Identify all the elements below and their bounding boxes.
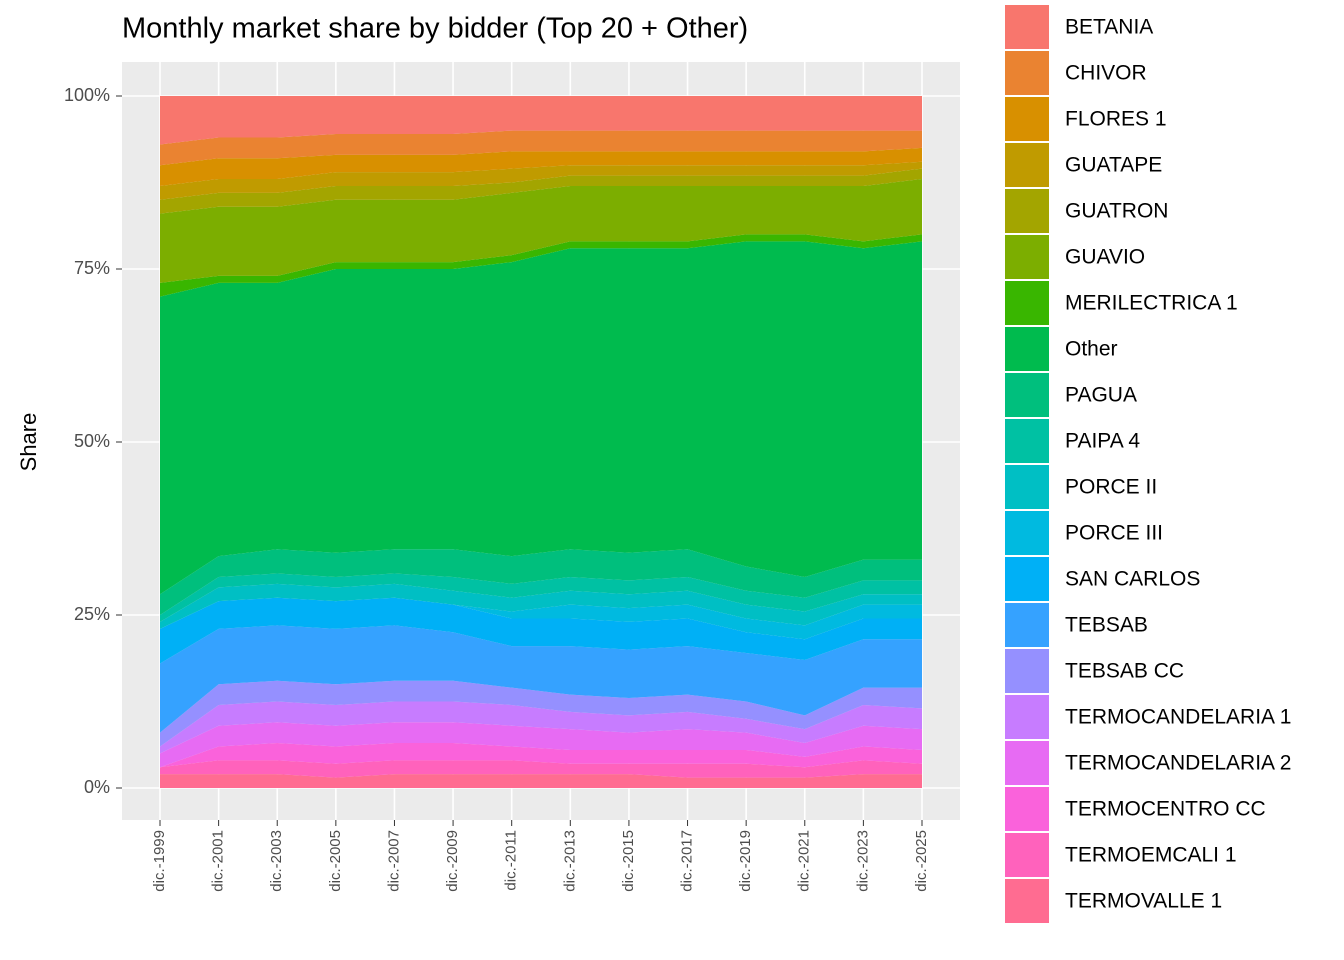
x-tick-label: dic.-2003 (268, 830, 285, 892)
area (160, 241, 922, 595)
legend-label: SAN CARLOS (1065, 568, 1200, 591)
legend-key (1005, 649, 1049, 693)
legend-label: GUAVIO (1065, 246, 1145, 269)
x-tick-label: dic.-2017 (679, 830, 696, 892)
legend-key (1005, 5, 1049, 49)
legend-label: TERMOCANDELARIA 2 (1065, 752, 1291, 775)
legend-label: CHIVOR (1065, 62, 1147, 85)
area (160, 743, 922, 768)
legend-key (1005, 97, 1049, 141)
legend-key (1005, 741, 1049, 785)
y-tick-label: 75% (74, 258, 110, 278)
area (160, 147, 922, 186)
area (160, 573, 922, 622)
legend-label: GUATAPE (1065, 154, 1162, 177)
legend-key (1005, 281, 1049, 325)
legend-label: TERMOCENTRO CC (1065, 798, 1266, 821)
area (160, 680, 922, 747)
legend-key (1005, 373, 1049, 417)
x-tick-label: dic.-1999 (151, 830, 168, 892)
y-tick-label: 0% (84, 777, 110, 797)
area (160, 234, 922, 297)
x-tick-label: dic.-2023 (854, 830, 871, 892)
legend-label: PORCE III (1065, 522, 1163, 545)
area (160, 597, 922, 640)
legend-label: PORCE II (1065, 476, 1157, 499)
legend-label: TERMOVALLE 1 (1065, 890, 1222, 913)
legend-label: FLORES 1 (1065, 108, 1167, 131)
x-tick-label: dic.-2015 (620, 830, 637, 892)
area (160, 161, 922, 200)
area (160, 96, 922, 145)
chart-title: Monthly market share by bidder (Top 20 +… (122, 13, 748, 45)
area (160, 597, 922, 664)
legend-label: GUATRON (1065, 200, 1168, 223)
legend-key (1005, 557, 1049, 601)
legend-label: TEBSAB (1065, 614, 1148, 637)
area (160, 583, 922, 629)
x-tick-label: dic.-2025 (913, 830, 930, 892)
x-tick-label: dic.-2021 (796, 830, 813, 892)
x-tick-label: dic.-2009 (444, 830, 461, 892)
area (160, 760, 922, 778)
legend-key (1005, 787, 1049, 831)
legend-label: TERMOCANDELARIA 1 (1065, 706, 1291, 729)
legend-key (1005, 143, 1049, 187)
legend-key (1005, 189, 1049, 233)
legend-label: MERILECTRICA 1 (1065, 292, 1238, 315)
legend-key (1005, 235, 1049, 279)
y-tick-label: 50% (74, 431, 110, 451)
x-tick-label: dic.-2013 (561, 830, 578, 892)
x-tick-label: dic.-2019 (737, 830, 754, 892)
legend-label: Other (1065, 338, 1118, 361)
area (160, 701, 922, 754)
y-tick-label: 100% (64, 85, 110, 105)
legend-label: PAGUA (1065, 384, 1137, 407)
x-tick-label: dic.-2001 (210, 830, 227, 892)
area (160, 130, 922, 166)
area (160, 722, 922, 768)
legend-label: TEBSAB CC (1065, 660, 1184, 683)
area (160, 168, 922, 214)
area (160, 549, 922, 615)
legend-key (1005, 511, 1049, 555)
legend-key (1005, 51, 1049, 95)
legend-key (1005, 603, 1049, 647)
x-tick-label: dic.-2011 (503, 830, 520, 891)
y-axis-label: Share (16, 413, 41, 472)
legend-key (1005, 833, 1049, 877)
x-tick-label: dic.-2007 (385, 830, 402, 892)
area (160, 179, 922, 283)
area (160, 625, 922, 733)
legend-key (1005, 419, 1049, 463)
legend-key (1005, 327, 1049, 371)
legend-label: TERMOEMCALI 1 (1065, 844, 1237, 867)
legend-label: PAIPA 4 (1065, 430, 1140, 453)
legend-key (1005, 879, 1049, 923)
y-tick-label: 25% (74, 604, 110, 624)
x-tick-label: dic.-2005 (327, 830, 344, 892)
legend-key (1005, 695, 1049, 739)
legend-key (1005, 465, 1049, 509)
legend-label: BETANIA (1065, 16, 1153, 39)
